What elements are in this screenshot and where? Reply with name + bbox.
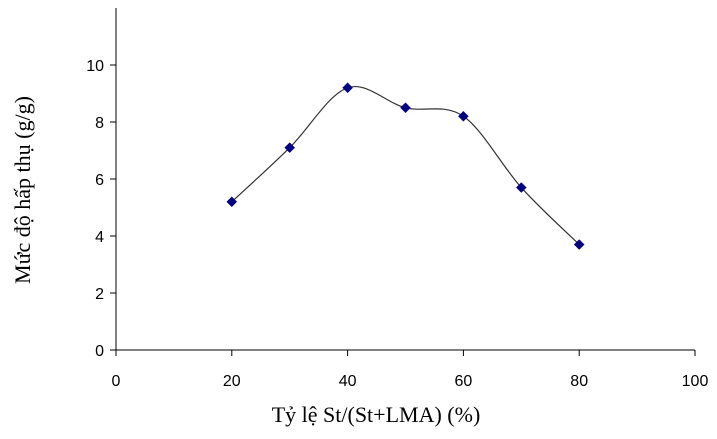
data-point-marker (284, 142, 296, 154)
x-tick-label: 100 (682, 373, 709, 390)
y-tick-label: 8 (95, 115, 104, 132)
y-tick-label: 10 (86, 58, 104, 75)
x-tick-label: 40 (339, 373, 357, 390)
x-tick-label: 80 (570, 373, 588, 390)
y-tick-label: 0 (95, 343, 104, 360)
x-tick-label: 60 (455, 373, 473, 390)
y-tick-label: 2 (95, 286, 104, 303)
x-tick-label: 20 (223, 373, 241, 390)
y-axis-title: Mức độ hấp thụ (g/g) (10, 96, 35, 284)
y-axis-ticks: 0 2 4 6 8 10 (86, 58, 116, 360)
data-points (226, 82, 585, 250)
x-tick-label: 0 (112, 373, 121, 390)
y-tick-label: 4 (95, 229, 104, 246)
data-point-marker (573, 239, 585, 250)
data-point-marker (226, 196, 238, 208)
y-tick-label: 6 (95, 172, 104, 189)
data-point-marker (458, 110, 469, 122)
x-axis-title: Tỷ lệ St/(St+LMA) (%) (272, 402, 481, 427)
x-axis-ticks: 0 20 40 60 80 100 (112, 350, 709, 390)
data-point-marker (400, 102, 411, 114)
data-point-marker (515, 182, 527, 193)
data-point-marker (342, 82, 353, 94)
